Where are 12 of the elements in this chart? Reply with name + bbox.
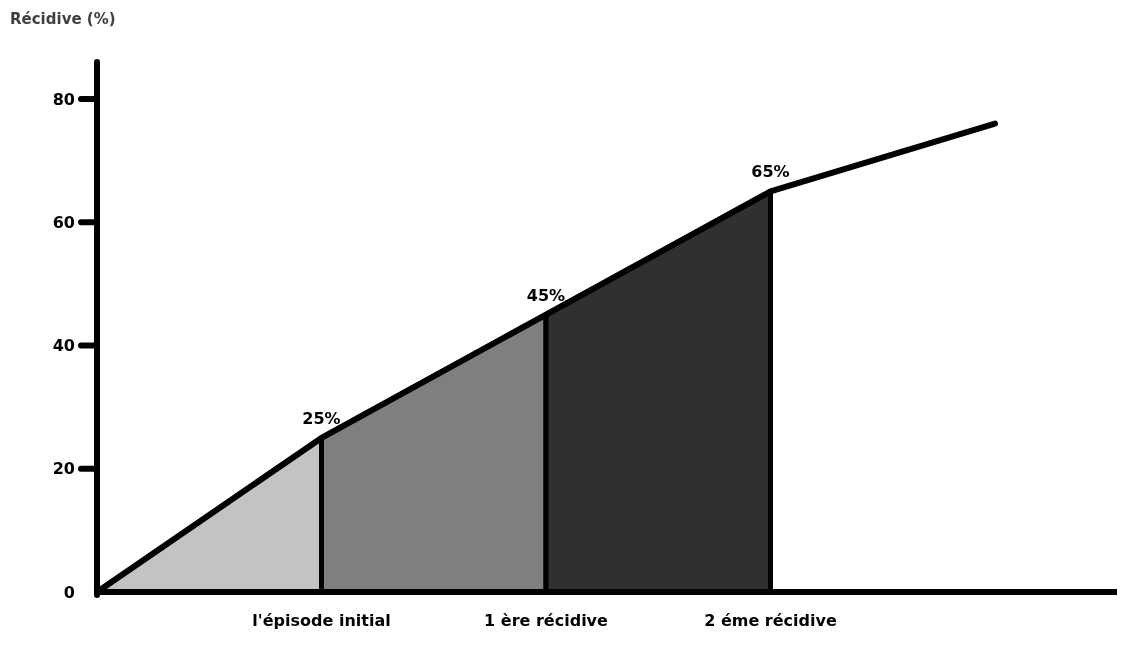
y-tick-label: 60 [52, 212, 75, 232]
y-tick-label: 20 [52, 459, 75, 479]
y-tick-label: 40 [52, 336, 75, 356]
x-tick-label: l'épisode initial [252, 611, 391, 630]
y-tick-label: 0 [63, 582, 75, 602]
data-label: 65% [751, 162, 790, 182]
y-axis-title: Récidive (%) [10, 10, 116, 28]
data-label: 25% [302, 408, 341, 428]
y-tick-label: 80 [52, 89, 75, 109]
x-tick-label: 1 ère récidive [484, 611, 609, 630]
data-label: 45% [526, 285, 566, 305]
x-tick-label: 2 éme récidive [704, 611, 837, 630]
